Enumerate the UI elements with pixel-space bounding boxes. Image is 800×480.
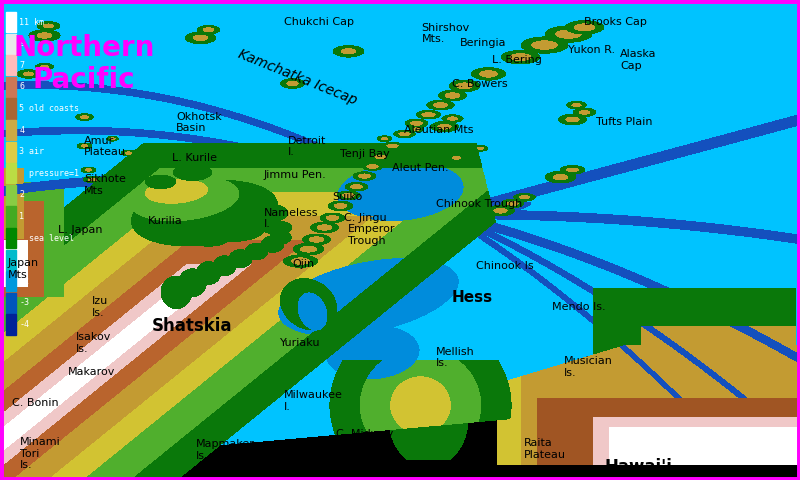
- Text: 1: 1: [19, 212, 24, 221]
- Text: Northern
Pacific: Northern Pacific: [14, 34, 154, 94]
- Text: 2: 2: [19, 191, 24, 199]
- Text: 7: 7: [19, 61, 24, 70]
- Text: Mendo Is.: Mendo Is.: [552, 302, 606, 312]
- Text: 5 old coasts: 5 old coasts: [19, 104, 79, 113]
- Text: C. Bowers: C. Bowers: [452, 79, 508, 89]
- Text: Chukchi Cap: Chukchi Cap: [284, 17, 354, 26]
- Text: Raita
Plateau: Raita Plateau: [524, 438, 566, 460]
- Bar: [6, 98, 16, 119]
- Text: Hawai'i: Hawai'i: [604, 457, 672, 476]
- Text: Okhotsk
Basin: Okhotsk Basin: [176, 111, 222, 133]
- Text: C. Midway: C. Midway: [336, 430, 394, 439]
- Text: 4: 4: [19, 126, 24, 134]
- Text: Hess: Hess: [452, 290, 493, 305]
- Bar: [6, 314, 16, 335]
- Text: Shatskia: Shatskia: [152, 317, 233, 336]
- Text: Sikhote
Mts: Sikhote Mts: [84, 174, 126, 196]
- Text: Mellish
Is.: Mellish Is.: [436, 347, 474, 369]
- Bar: [6, 142, 16, 162]
- Bar: [6, 228, 16, 248]
- Bar: [6, 34, 16, 54]
- Text: Detroit
I.: Detroit I.: [288, 136, 326, 157]
- Text: Minami
Tori
Is.: Minami Tori Is.: [20, 437, 61, 470]
- Text: Brooks Cap: Brooks Cap: [584, 17, 647, 26]
- Bar: [6, 250, 16, 270]
- Bar: [6, 120, 16, 140]
- Text: Jimmu Pen.: Jimmu Pen.: [264, 170, 326, 180]
- Text: Kurilia: Kurilia: [148, 216, 182, 226]
- Text: Amur
Plateau: Amur Plateau: [84, 136, 126, 157]
- Text: L. Kurile: L. Kurile: [172, 154, 217, 163]
- Text: -2: -2: [19, 277, 29, 286]
- Text: Chinook Is: Chinook Is: [476, 262, 534, 271]
- Text: L. Japan: L. Japan: [58, 226, 102, 235]
- Bar: [6, 55, 16, 75]
- Text: -1: -1: [19, 255, 29, 264]
- Text: Milwaukee
I.: Milwaukee I.: [284, 390, 343, 411]
- Text: Suiko: Suiko: [332, 192, 362, 202]
- Text: 6: 6: [19, 83, 24, 91]
- Text: 3 air: 3 air: [19, 147, 44, 156]
- Text: pressure=1: pressure=1: [19, 169, 79, 178]
- Text: sea level: sea level: [19, 234, 74, 242]
- Text: Musician
Is.: Musician Is.: [564, 356, 613, 378]
- Text: Kamchatka Icecap: Kamchatka Icecap: [236, 48, 359, 108]
- Text: Japan
Mts: Japan Mts: [8, 258, 39, 279]
- Text: Isakov
Is.: Isakov Is.: [76, 332, 111, 354]
- Text: Beringia: Beringia: [460, 38, 506, 48]
- Text: 11 km: 11 km: [19, 18, 44, 26]
- Bar: [6, 185, 16, 205]
- Text: 9: 9: [19, 39, 24, 48]
- Text: Mapmaker
Is: Mapmaker Is: [196, 439, 255, 461]
- Text: C. Bonin: C. Bonin: [12, 398, 58, 408]
- Text: Emperor
Trough: Emperor Trough: [348, 224, 395, 246]
- Text: Ojin: Ojin: [292, 259, 314, 269]
- Text: Yukon R.: Yukon R.: [568, 46, 615, 55]
- Text: -3: -3: [19, 299, 29, 307]
- Text: Chinook Trough: Chinook Trough: [436, 199, 522, 209]
- Text: Aleutian Mts: Aleutian Mts: [404, 125, 474, 134]
- Text: L. Bering: L. Bering: [492, 55, 542, 65]
- Bar: [6, 271, 16, 291]
- Bar: [6, 163, 16, 183]
- Text: Tenji Bay: Tenji Bay: [340, 149, 390, 158]
- Text: Tufts Plain: Tufts Plain: [596, 118, 653, 127]
- Text: Aleut Pen.: Aleut Pen.: [392, 163, 449, 173]
- Text: Izu
Is.: Izu Is.: [92, 296, 108, 318]
- Text: Yuriaku: Yuriaku: [280, 338, 321, 348]
- Text: Shirshov
Mts.: Shirshov Mts.: [422, 23, 470, 44]
- Bar: [6, 77, 16, 97]
- Bar: [6, 12, 16, 32]
- Bar: [6, 206, 16, 227]
- Bar: [6, 293, 16, 313]
- Text: Makarov: Makarov: [68, 367, 115, 377]
- Text: Alaska
Cap: Alaska Cap: [620, 49, 657, 71]
- Text: C. Jingu: C. Jingu: [344, 214, 386, 223]
- Text: -4: -4: [19, 320, 29, 329]
- Text: Nameless
I.: Nameless I.: [264, 207, 318, 229]
